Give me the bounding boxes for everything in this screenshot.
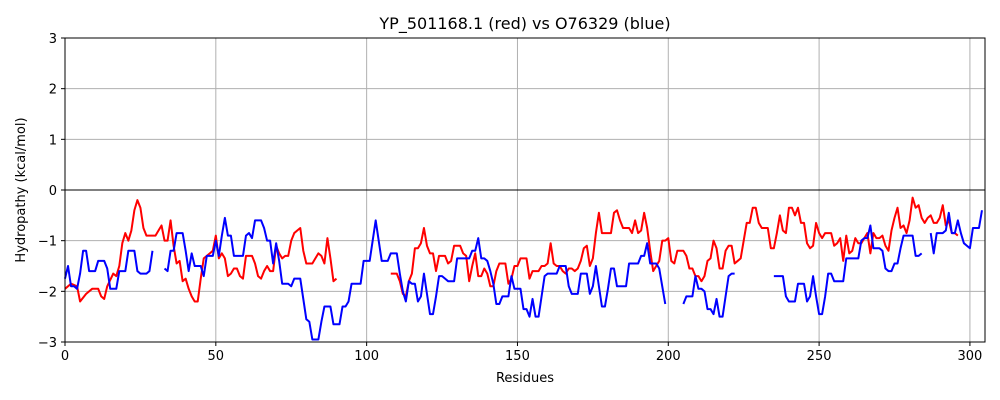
x-tick-label: 50 [208,349,225,364]
series-blue-line [929,210,983,255]
x-axis-ticks: 0 50 100 150 200 250 300 [61,342,982,364]
x-tick-label: 0 [61,349,69,364]
chart-title: YP_501168.1 (red) vs O76329 (blue) [378,14,670,34]
x-tick-label: 300 [958,349,983,364]
series-lines [64,196,983,341]
x-tick-label: 200 [656,349,681,364]
y-tick-label: 1 [49,133,57,148]
series-blue-line [64,249,154,290]
y-tick-label: −2 [38,285,57,300]
y-tick-label: −1 [38,235,57,250]
x-tick-label: 150 [505,349,530,364]
y-tick-label: 2 [49,83,57,98]
x-tick-label: 250 [807,349,832,364]
series-blue-line [682,272,735,318]
series-blue-line [163,216,667,341]
y-axis-ticks: −3 −2 −1 0 1 2 3 [38,32,65,351]
y-tick-label: −3 [38,336,57,351]
series-blue-line [773,224,923,316]
y-tick-label: 0 [49,184,57,199]
x-tick-label: 100 [354,349,379,364]
y-tick-label: 3 [49,32,57,47]
series-red-line [64,199,338,303]
y-axis-label: Hydropathy (kcal/mol) [14,117,29,262]
x-axis-label: Residues [496,371,554,386]
